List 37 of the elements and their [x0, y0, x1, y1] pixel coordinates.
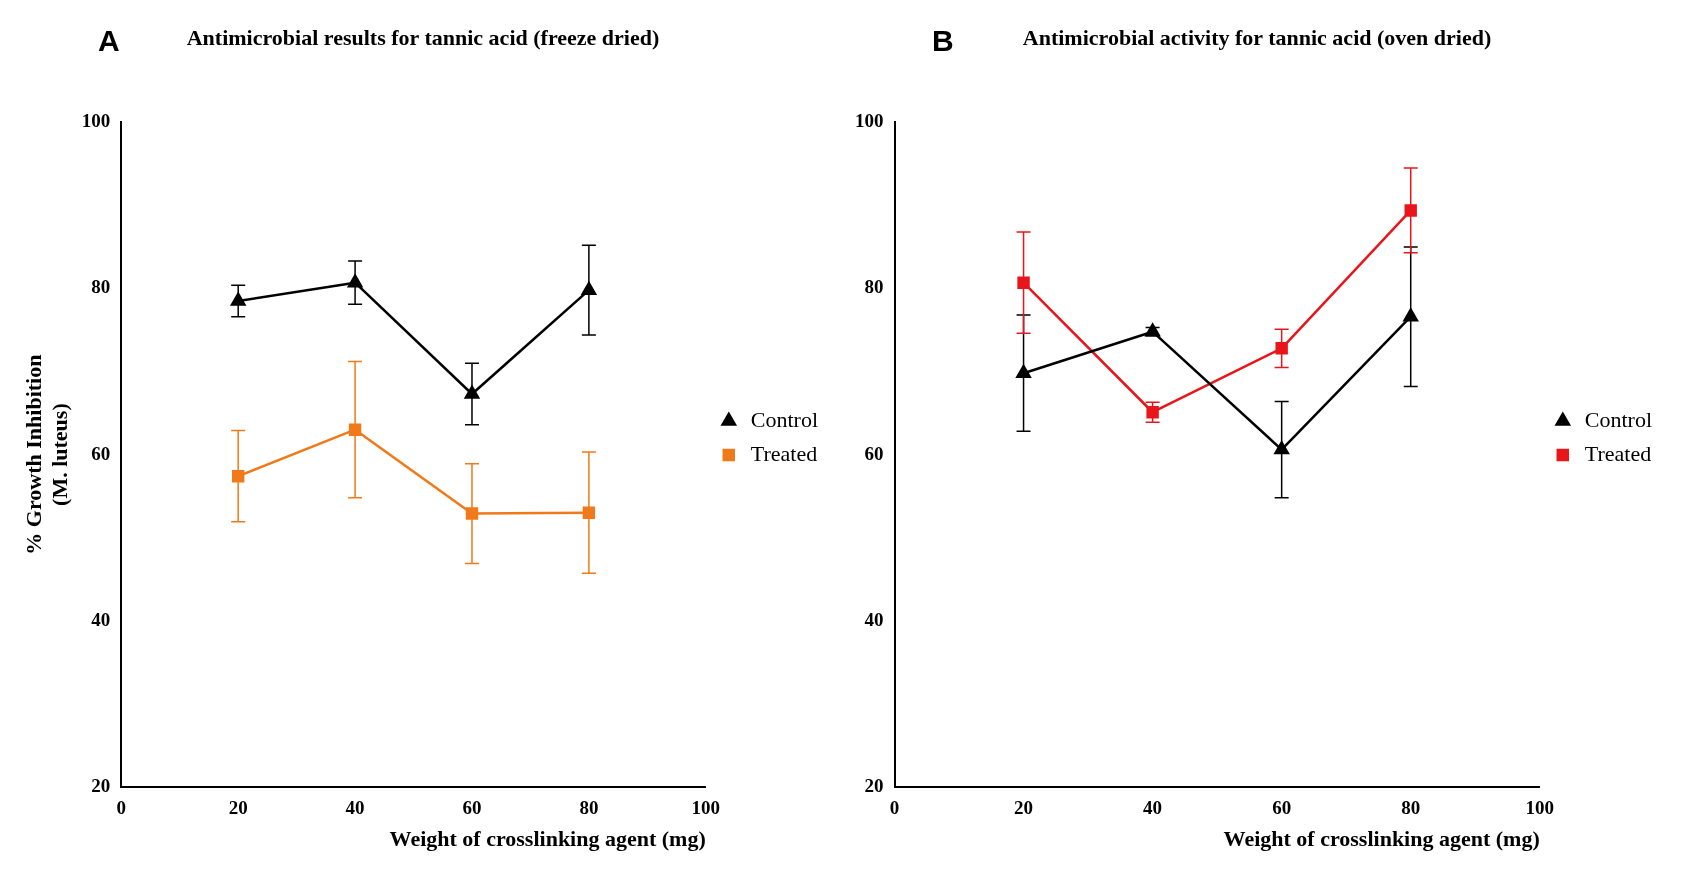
- x-tick-label: 60: [1272, 797, 1292, 819]
- text: A: [98, 24, 120, 58]
- x-tick-label: 80: [1401, 797, 1421, 819]
- x-axis-title: Weight of crosslinking agent (mg): [389, 826, 706, 852]
- legend-label: Treated: [1584, 440, 1652, 466]
- point: [1404, 204, 1417, 217]
- y-axis-title: % Growth Inhibition (M. luteus): [20, 354, 73, 555]
- legend-label: Control: [1584, 406, 1653, 432]
- x-tick-label: 0: [889, 797, 900, 819]
- x-tick-label: 100: [691, 797, 721, 819]
- legend-label: Treated: [750, 440, 818, 466]
- y-tick-label: 20: [91, 774, 111, 796]
- y-tick-label: 100: [81, 110, 111, 132]
- legend-label: Control: [750, 406, 819, 432]
- point: [1017, 276, 1030, 289]
- y-tick-label: 40: [91, 608, 111, 630]
- y-tick-label: 80: [864, 276, 884, 298]
- text: B: [932, 24, 954, 58]
- x-axis-title: Weight of crosslinking agent (mg): [1223, 826, 1540, 852]
- x-tick-label: 20: [228, 797, 248, 819]
- x-tick-label: 80: [579, 797, 599, 819]
- x-tick-label: 100: [1525, 797, 1555, 819]
- y-tick-label: 100: [855, 110, 884, 132]
- y-tick-label: 40: [864, 608, 884, 630]
- y-tick-label: 60: [864, 442, 884, 464]
- x-tick-label: 40: [1143, 797, 1163, 819]
- x-tick-label: 40: [345, 797, 365, 819]
- x-tick-label: 60: [462, 797, 482, 819]
- x-tick-label: 20: [1014, 797, 1034, 819]
- point: [1016, 364, 1031, 378]
- point: [1275, 342, 1288, 355]
- y-tick-label: 60: [91, 442, 111, 464]
- y-tick-label: 20: [864, 774, 884, 796]
- chart-title: Antimicrobial results for tannic acid (freeze dried): [186, 24, 660, 50]
- y-tick-label: 80: [91, 276, 111, 298]
- chart-title: Antimicrobial activity for tannic acid (oven dried): [1022, 24, 1492, 50]
- x-tick-label: 0: [116, 797, 127, 819]
